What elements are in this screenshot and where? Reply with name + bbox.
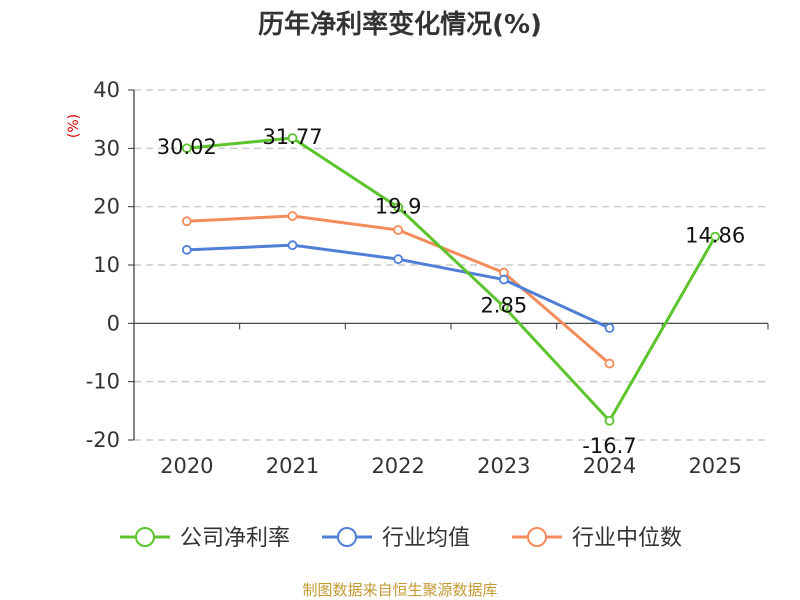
series-point-2 bbox=[287, 211, 298, 221]
x-tick-label-2022: 2022 bbox=[371, 454, 424, 478]
legend-marker bbox=[135, 527, 155, 547]
data-label-2023: 2.85 bbox=[480, 294, 527, 318]
series-point-0 bbox=[498, 301, 509, 312]
series-point-2 bbox=[604, 358, 615, 369]
data-label-2021: 31.77 bbox=[262, 125, 322, 149]
legend-marker bbox=[337, 527, 357, 547]
x-tick-label-2023: 2023 bbox=[477, 454, 530, 478]
series-point-0 bbox=[181, 143, 192, 154]
x-tick-label-2021: 2021 bbox=[266, 454, 319, 478]
legend-label: 行业中位数 bbox=[572, 526, 682, 551]
series-line-0 bbox=[186, 136, 717, 423]
legend-item-1[interactable]: 行业均值 bbox=[322, 526, 470, 551]
axes: -20 -10 0 10 20 30 40 2020 2021 2022 2023 2024 2025 bbox=[86, 78, 769, 478]
y-tick-label: -10 bbox=[86, 370, 120, 394]
data-label-2020: 30.02 bbox=[157, 135, 217, 159]
series-point-0 bbox=[287, 133, 298, 143]
legend-label: 行业均值 bbox=[382, 526, 470, 551]
legend-item-0[interactable]: 公司净利率 bbox=[120, 526, 290, 551]
series-lines bbox=[181, 133, 721, 426]
x-tick-label-2025: 2025 bbox=[688, 454, 741, 478]
data-label-2024: -16.7 bbox=[582, 434, 636, 458]
source-note: 制图数据来自恒生聚源数据库 bbox=[302, 581, 497, 599]
series-point-1 bbox=[287, 240, 298, 251]
data-labels: 30.02 31.77 19.9 2.85 -16.7 14.86 bbox=[157, 125, 745, 458]
series-point-1 bbox=[604, 323, 615, 333]
series-point-2 bbox=[181, 216, 192, 227]
y-tick-label: 20 bbox=[93, 195, 120, 219]
x-tick-label-2020: 2020 bbox=[160, 454, 213, 478]
series-point-1 bbox=[181, 244, 192, 255]
y-tick-label: 30 bbox=[93, 136, 120, 160]
series-point-2 bbox=[393, 225, 404, 235]
legend-label: 公司净利率 bbox=[180, 526, 290, 551]
data-label-2022: 19.9 bbox=[375, 194, 422, 218]
series-point-0 bbox=[710, 231, 721, 242]
y-tick-label: -20 bbox=[86, 428, 120, 452]
legend-item-2[interactable]: 行业中位数 bbox=[512, 526, 682, 551]
y-axis-unit: (%) bbox=[66, 114, 82, 138]
chart-title: 历年净利率变化情况(%) bbox=[258, 9, 542, 40]
series-point-0 bbox=[604, 415, 615, 426]
y-tick-label: 0 bbox=[107, 311, 120, 335]
legend[interactable]: 公司净利率 行业均值 行业中位数 bbox=[120, 526, 682, 551]
series-line-2 bbox=[186, 214, 611, 365]
series-point-0 bbox=[393, 202, 404, 213]
data-label-2025: 14.86 bbox=[685, 224, 745, 248]
x-tick-label-2024: 2024 bbox=[583, 454, 636, 478]
series-point-1 bbox=[393, 254, 404, 265]
y-tick-label: 40 bbox=[93, 78, 120, 102]
legend-marker bbox=[527, 527, 547, 547]
y-tick-label: 10 bbox=[93, 253, 120, 277]
series-point-1 bbox=[498, 274, 509, 285]
grid-lines bbox=[134, 89, 768, 441]
